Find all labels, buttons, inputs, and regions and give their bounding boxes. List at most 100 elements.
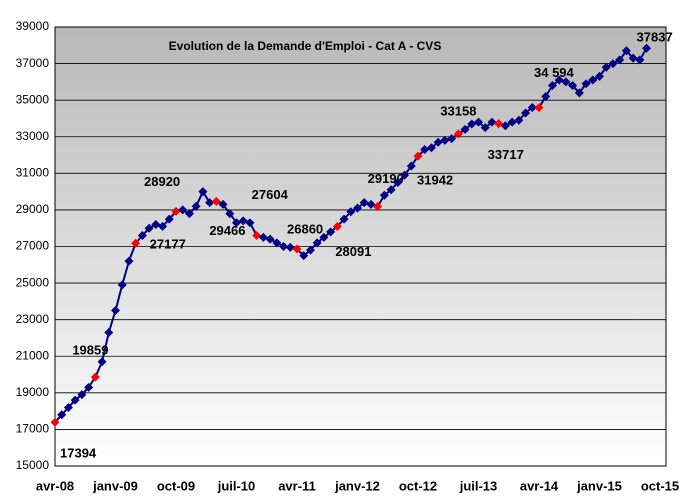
y-tick-label: 29000 [16,202,50,216]
marker [57,410,67,420]
data-label: 27177 [150,237,186,252]
marker [77,390,87,400]
marker [164,214,174,224]
y-tick-label: 33000 [16,129,50,143]
y-tick-label: 15000 [16,458,50,472]
data-label: 37837 [637,30,673,45]
marker [494,119,504,129]
marker [601,62,611,72]
marker [554,75,564,85]
marker [151,220,161,230]
marker [608,59,618,69]
marker [84,382,94,392]
marker [111,306,120,316]
marker [97,357,107,367]
marker [339,214,349,224]
marker [581,79,591,89]
marker [131,238,141,248]
marker [386,185,396,195]
marker [272,238,282,248]
marker [198,187,208,197]
x-tick-label: avr-11 [278,478,316,493]
marker [90,372,100,382]
marker [420,145,430,155]
marker [211,196,221,206]
marker [527,102,537,112]
x-tick-label: oct-12 [399,478,437,493]
marker [299,251,309,261]
marker [305,245,315,255]
marker [541,92,551,102]
marker [595,71,604,81]
marker [574,88,584,98]
marker [588,75,598,85]
marker [507,117,517,127]
marker [232,218,241,228]
data-label: 28920 [144,174,180,189]
marker [326,227,336,237]
x-tick-label: oct-15 [641,478,679,493]
marker [184,209,194,219]
marker [379,190,389,200]
x-tick-label: janv-09 [92,478,138,493]
marker [292,244,302,254]
marker [487,117,497,127]
marker [117,280,127,290]
marker [332,222,342,232]
chart-title: Evolution de la Demande d'Emploi - Cat A… [169,39,442,53]
marker [440,135,450,145]
marker [547,81,557,91]
data-label: 29466 [209,223,245,238]
y-tick-label: 35000 [16,92,50,106]
marker [137,231,147,241]
data-label: 19859 [72,343,108,358]
marker [238,216,248,226]
marker [124,256,134,266]
marker [63,402,73,412]
marker [474,117,483,127]
x-tick-label: avr-14 [520,478,559,493]
y-tick-label: 17000 [16,422,50,436]
marker [158,221,168,231]
marker [285,242,295,252]
data-label: 33158 [440,103,476,118]
marker [628,53,638,63]
data-label: 26860 [287,221,323,236]
data-label: 27604 [252,187,289,202]
marker [621,46,631,56]
marker [191,201,201,211]
marker [265,234,275,244]
marker [245,218,255,228]
marker [50,417,60,427]
y-tick-label: 19000 [16,385,50,399]
y-tick-label: 31000 [16,166,50,180]
y-tick-label: 23000 [16,312,50,326]
x-tick-label: oct-09 [157,478,195,493]
marker [70,395,80,405]
marker [144,223,154,233]
y-tick-label: 37000 [16,56,50,70]
y-tick-label: 21000 [16,348,50,362]
marker [346,207,356,217]
marker [400,170,410,180]
marker [393,177,403,187]
marker [178,205,188,215]
marker [279,242,289,251]
marker [104,327,114,337]
marker [171,206,181,216]
marker [218,199,228,209]
marker [500,121,510,131]
marker [359,198,369,208]
marker [413,151,423,161]
marker [373,201,383,211]
marker [447,134,457,144]
data-label: 17394 [60,446,97,461]
marker [353,203,362,213]
marker [615,55,625,65]
marker [514,115,524,125]
data-label: 31942 [417,173,453,188]
x-tick-label: janv-15 [576,478,622,493]
marker [460,124,470,134]
marker [205,198,215,208]
